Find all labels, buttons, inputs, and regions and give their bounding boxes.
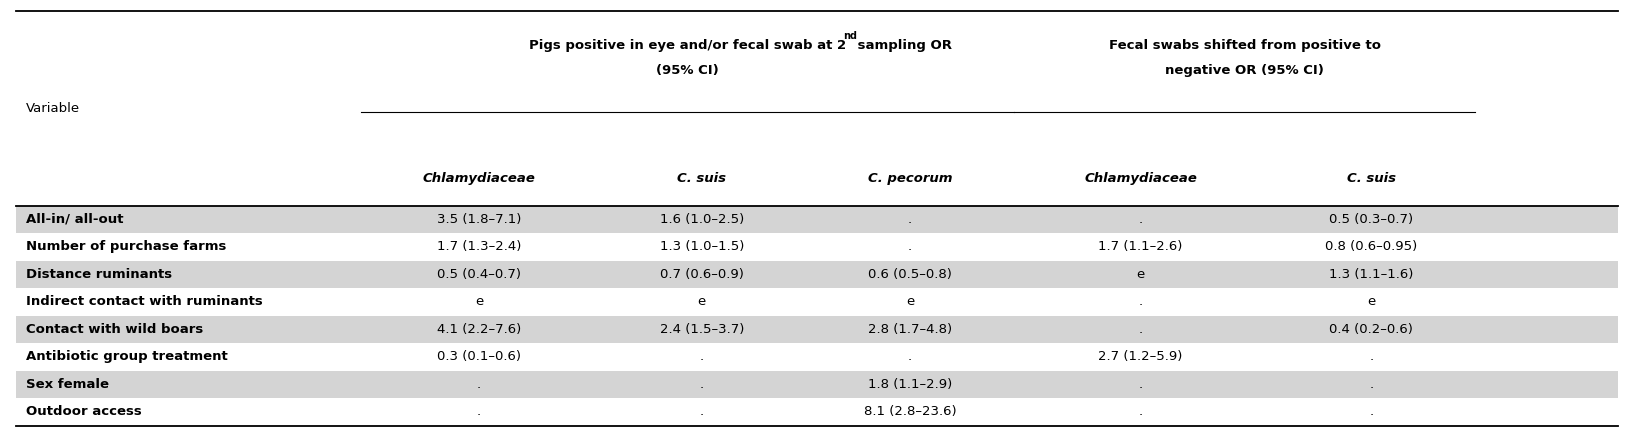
Bar: [16, 343, 1618, 371]
Text: 4.1 (2.2–7.6): 4.1 (2.2–7.6): [437, 323, 522, 336]
Text: Sex female: Sex female: [26, 378, 109, 391]
Text: e: e: [1137, 268, 1145, 281]
Text: Chlamydiaceae: Chlamydiaceae: [423, 172, 535, 185]
Text: Antibiotic group treatment: Antibiotic group treatment: [26, 350, 228, 363]
Text: sampling OR: sampling OR: [854, 38, 953, 51]
Text: .: .: [907, 213, 912, 226]
Text: 1.3 (1.1–1.6): 1.3 (1.1–1.6): [1328, 268, 1413, 281]
Text: Distance ruminants: Distance ruminants: [26, 268, 172, 281]
Text: .: .: [1138, 295, 1143, 308]
Text: .: .: [907, 241, 912, 254]
Text: All-in/ all-out: All-in/ all-out: [26, 213, 124, 226]
Text: .: .: [1138, 405, 1143, 418]
Text: .: .: [907, 350, 912, 363]
Text: 0.8 (0.6–0.95): 0.8 (0.6–0.95): [1325, 241, 1418, 254]
Text: .: .: [476, 378, 481, 391]
Text: 0.6 (0.5–0.8): 0.6 (0.5–0.8): [868, 268, 951, 281]
Text: e: e: [698, 295, 706, 308]
Text: Variable: Variable: [26, 102, 80, 115]
Text: Number of purchase farms: Number of purchase farms: [26, 241, 226, 254]
Text: (95% CI): (95% CI): [655, 64, 719, 76]
Text: .: .: [699, 350, 704, 363]
Text: 2.7 (1.2–5.9): 2.7 (1.2–5.9): [1099, 350, 1182, 363]
Bar: [16, 260, 1618, 288]
Text: 0.4 (0.2–0.6): 0.4 (0.2–0.6): [1330, 323, 1413, 336]
Text: 0.7 (0.6–0.9): 0.7 (0.6–0.9): [660, 268, 743, 281]
Text: 8.1 (2.8–23.6): 8.1 (2.8–23.6): [863, 405, 956, 418]
Text: .: .: [1138, 323, 1143, 336]
Text: 0.3 (0.1–0.6): 0.3 (0.1–0.6): [437, 350, 520, 363]
Text: .: .: [1138, 378, 1143, 391]
Text: 2.4 (1.5–3.7): 2.4 (1.5–3.7): [660, 323, 745, 336]
Bar: [16, 233, 1618, 260]
Text: C. suis: C. suis: [1346, 172, 1395, 185]
Text: Indirect contact with ruminants: Indirect contact with ruminants: [26, 295, 263, 308]
Text: .: .: [699, 405, 704, 418]
Text: Contact with wild boars: Contact with wild boars: [26, 323, 203, 336]
Text: 1.7 (1.3–2.4): 1.7 (1.3–2.4): [437, 241, 522, 254]
Text: 1.3 (1.0–1.5): 1.3 (1.0–1.5): [660, 241, 745, 254]
Text: Chlamydiaceae: Chlamydiaceae: [1085, 172, 1197, 185]
Text: nd: nd: [842, 31, 857, 41]
Text: .: .: [476, 405, 481, 418]
Text: e: e: [475, 295, 483, 308]
Text: .: .: [699, 378, 704, 391]
Text: 1.7 (1.1–2.6): 1.7 (1.1–2.6): [1099, 241, 1182, 254]
Bar: [16, 11, 1618, 152]
Text: .: .: [1369, 378, 1374, 391]
Text: Pigs positive in eye and/or fecal swab at 2: Pigs positive in eye and/or fecal swab a…: [528, 38, 846, 51]
Text: Outdoor access: Outdoor access: [26, 405, 141, 418]
Text: negative OR (95% CI): negative OR (95% CI): [1166, 64, 1324, 76]
Text: Fecal swabs shifted from positive to: Fecal swabs shifted from positive to: [1109, 38, 1380, 51]
Bar: [16, 288, 1618, 316]
Text: 1.6 (1.0–2.5): 1.6 (1.0–2.5): [660, 213, 743, 226]
Text: 3.5 (1.8–7.1): 3.5 (1.8–7.1): [437, 213, 522, 226]
Bar: [16, 206, 1618, 233]
Text: 0.5 (0.3–0.7): 0.5 (0.3–0.7): [1328, 213, 1413, 226]
Text: .: .: [1138, 213, 1143, 226]
Text: e: e: [906, 295, 914, 308]
Text: .: .: [1369, 350, 1374, 363]
Bar: [16, 398, 1618, 426]
Text: C. pecorum: C. pecorum: [868, 172, 953, 185]
Text: C. suis: C. suis: [678, 172, 727, 185]
Text: e: e: [1367, 295, 1376, 308]
Bar: [16, 371, 1618, 398]
Bar: [16, 152, 1618, 206]
Text: .: .: [1369, 405, 1374, 418]
Text: 2.8 (1.7–4.8): 2.8 (1.7–4.8): [868, 323, 951, 336]
Bar: [16, 316, 1618, 343]
Text: 1.8 (1.1–2.9): 1.8 (1.1–2.9): [868, 378, 953, 391]
Text: 0.5 (0.4–0.7): 0.5 (0.4–0.7): [437, 268, 520, 281]
